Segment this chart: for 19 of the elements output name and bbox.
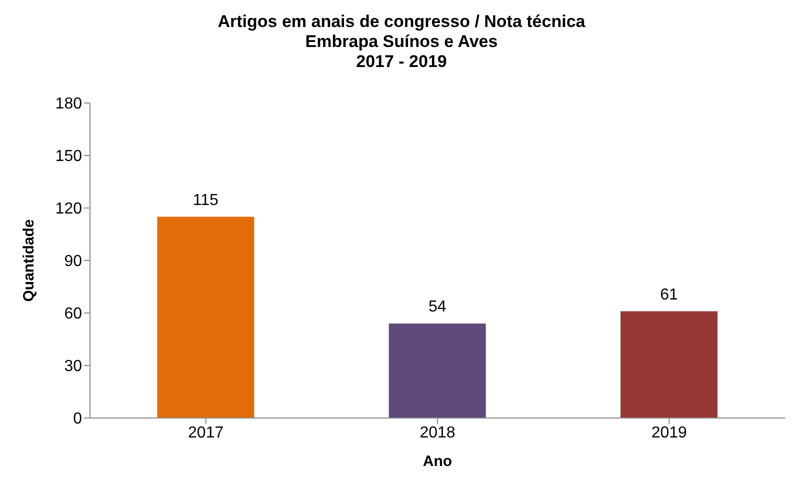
chart-title: Artigos em anais de congresso / Nota técnica Embrapa Suínos e Aves 2017 - 2019 [216,11,586,71]
data-label: 54 [428,298,446,316]
bar [620,311,718,418]
y-tick-label: 60 [64,306,82,323]
data-label: 61 [660,286,678,304]
bar [157,216,254,418]
y-tick-label: 120 [55,200,82,218]
x-tick-label: 2018 [420,424,456,442]
x-axis-title: Ano [422,453,452,470]
x-tick-label: 2017 [188,424,224,442]
y-tick-label: 150 [55,148,82,166]
y-tick-label: 90 [64,253,82,270]
y-tick-label: 0 [73,410,82,428]
y-axis-title: Quantidade [20,219,38,302]
x-tick-label: 2019 [651,424,688,442]
bar [388,324,486,418]
y-tick-label: 30 [64,358,82,376]
data-label: 115 [192,192,219,209]
y-tick-label: 180 [55,96,82,113]
